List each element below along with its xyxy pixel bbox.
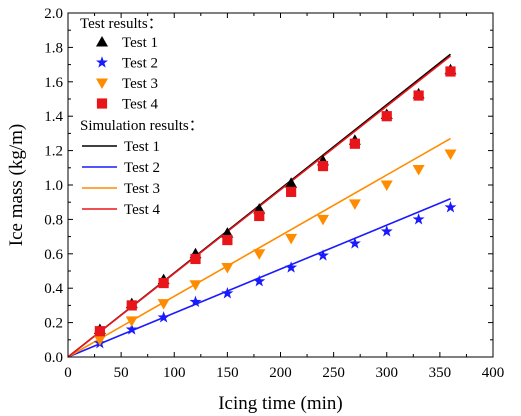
test-3-point: [444, 149, 457, 161]
test-2-point: [285, 261, 298, 273]
y-axis-title: Ice mass (kg/m): [6, 124, 27, 246]
test-2-point: [444, 201, 457, 213]
y-tick-label: 0.6: [44, 247, 63, 263]
legend-marker-test-4: [96, 98, 108, 109]
y-tick-label: 1.0: [44, 178, 63, 194]
test-3-point: [189, 280, 202, 291]
test-4-point: [158, 277, 169, 289]
y-tick-label: 0.8: [44, 212, 63, 228]
y-tick-label: 1.2: [44, 144, 63, 160]
test-4-point: [254, 210, 265, 222]
legend-label-test-2: Test 2: [122, 56, 158, 72]
test-3-point: [380, 180, 393, 191]
test-4-point: [317, 160, 329, 172]
legend-label-test-1: Test 1: [122, 35, 158, 51]
legend-label-test-4: Test 4: [122, 97, 159, 113]
x-tick-label: 100: [163, 365, 186, 381]
x-tick-label: 200: [269, 365, 292, 381]
test-3-point: [253, 249, 266, 260]
test-4-point: [381, 111, 392, 122]
test-2-point: [189, 295, 202, 308]
x-tick-label: 250: [322, 365, 345, 381]
legend-label-sim-3: Test 3: [124, 181, 160, 197]
legend-label-sim-1: Test 1: [124, 139, 160, 155]
test-3-point: [317, 214, 329, 226]
x-tick-label: 0: [64, 365, 72, 381]
test-3-point: [348, 199, 361, 210]
y-tick-label: 1.6: [44, 75, 63, 91]
test-2-point: [348, 237, 361, 249]
y-tick-label: 0.0: [44, 350, 63, 366]
test-4-point: [349, 138, 360, 149]
x-tick-label: 350: [429, 365, 452, 381]
legend-marker-test-3: [96, 78, 108, 89]
y-tick-label: 0.2: [44, 316, 63, 332]
x-axis-title: Icing time (min): [218, 393, 343, 414]
test-2-point: [125, 323, 138, 335]
x-tick-label: 300: [376, 365, 399, 381]
test-4-point: [286, 186, 297, 197]
axis-tick-labels: 0 50 100 150 200 250 300 350 400 0.0 0.2 0.4 0.6 0.8 1…: [44, 6, 504, 381]
legend-label-sim-2: Test 2: [124, 160, 160, 176]
test-2-point: [412, 213, 425, 225]
test-series-3: [93, 149, 457, 346]
test-1-point: [285, 177, 298, 188]
legend: Test results： Test 1 Test 2 Test 3 Test 4 Sim…: [80, 16, 204, 218]
legend-marker-test-1: [96, 36, 108, 47]
test-2-point: [157, 311, 170, 323]
test-3-point: [93, 335, 106, 346]
test-4-point: [190, 253, 201, 265]
y-tick-label: 1.8: [44, 40, 63, 56]
legend-label-sim-4: Test 4: [124, 202, 161, 218]
test-4-point: [126, 300, 137, 311]
test-series-4: [94, 66, 456, 337]
plot-frame: [67, 12, 494, 358]
test-2-point: [253, 275, 266, 287]
test-4-point: [445, 66, 456, 77]
test-2-point: [317, 249, 329, 261]
test-2-point: [380, 225, 393, 237]
legend-group-title-simulation: Simulation results：: [80, 118, 204, 134]
test-4-point: [413, 90, 424, 101]
test-series-2: [93, 201, 457, 349]
test-2-point: [221, 287, 234, 299]
x-tick-label: 150: [216, 365, 239, 381]
test-3-point: [285, 233, 298, 245]
test-4-point: [94, 326, 105, 337]
legend-label-test-3: Test 3: [122, 76, 158, 92]
y-tick-label: 1.4: [44, 109, 63, 125]
test-3-point: [157, 299, 170, 310]
test-3-point: [221, 263, 234, 274]
test-3-point: [125, 316, 138, 327]
x-tick-label: 400: [482, 365, 505, 381]
y-tick-label: 0.4: [44, 281, 63, 297]
legend-marker-test-2: [96, 56, 108, 68]
x-tick-label: 50: [114, 365, 129, 381]
legend-group-title-test: Test results：: [80, 16, 163, 32]
test-3-point: [412, 165, 425, 176]
test-4-point: [222, 234, 233, 246]
test-markers: [93, 63, 457, 349]
y-tick-label: 2.0: [44, 6, 63, 22]
